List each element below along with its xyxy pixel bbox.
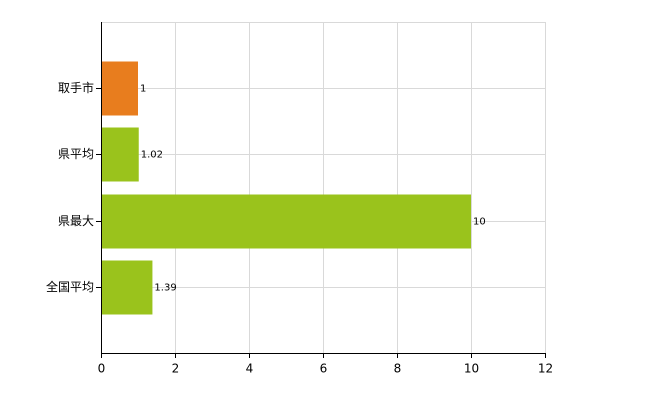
value-label: 1.39 [154, 283, 176, 294]
x-tick-label: 2 [172, 362, 180, 376]
x-tick-label: 12 [538, 362, 553, 376]
y-tick-label: 県最大 [58, 214, 94, 228]
y-tick-label: 取手市 [58, 80, 94, 95]
x-tick-label: 10 [464, 362, 479, 376]
bar [101, 260, 153, 315]
value-label: 1.02 [141, 150, 163, 161]
bar [101, 194, 471, 249]
bar [101, 61, 138, 116]
value-label: 10 [473, 217, 486, 228]
value-label: 1 [140, 84, 146, 95]
x-tick-label: 6 [320, 362, 328, 376]
y-tick-label: 全国平均 [46, 279, 94, 294]
bar [101, 127, 139, 182]
y-tick-label: 県平均 [58, 147, 94, 161]
x-tick-label: 0 [98, 362, 106, 376]
x-tick-label: 4 [246, 362, 254, 376]
x-tick-label: 8 [394, 362, 402, 376]
